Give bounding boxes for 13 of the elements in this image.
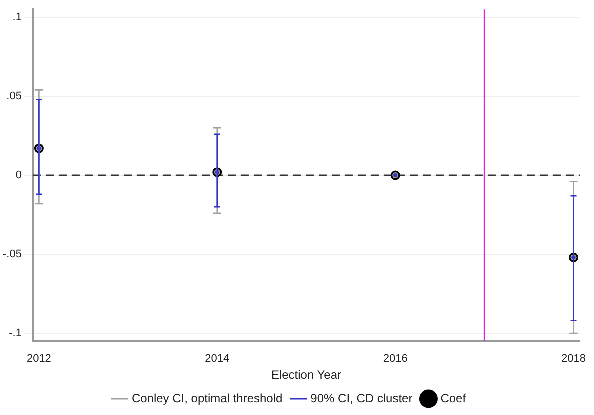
y-tick-label: 0 — [16, 170, 22, 182]
y-tick-label: .05 — [6, 90, 22, 103]
x-tick-label: 2016 — [383, 353, 408, 366]
legend-label: Coef — [440, 391, 467, 406]
x-tick-label: 2018 — [562, 353, 586, 366]
legend-label: Conley CI, optimal threshold — [132, 391, 283, 406]
x-tick-label: 2014 — [205, 353, 230, 366]
y-tick-label: -.05 — [2, 248, 22, 261]
x-axis-title: Election Year — [271, 368, 342, 382]
x-tick-label: 2012 — [26, 353, 52, 366]
legend-label: 90% CI, CD cluster — [310, 391, 413, 406]
y-tick-label: -.1 — [9, 328, 22, 340]
y-tick-label: .1 — [12, 12, 22, 24]
